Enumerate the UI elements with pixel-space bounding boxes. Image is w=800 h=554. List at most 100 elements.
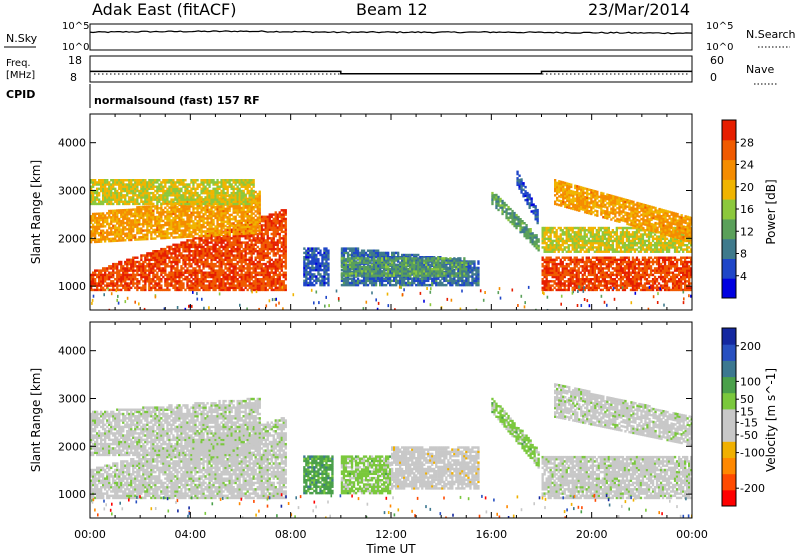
heatmap-cell: [284, 271, 287, 274]
heatmap-cell: [96, 269, 99, 272]
heatmap-cell: [170, 200, 173, 203]
heatmap-cell: [150, 231, 153, 234]
heatmap-cell: [200, 179, 203, 182]
heatmap-cell: [198, 224, 201, 227]
heatmap-cell: [220, 189, 223, 193]
heatmap-cell: [208, 204, 211, 207]
heatmap-cell: [170, 189, 173, 193]
heatmap-cell: [208, 210, 211, 214]
heatmap-cell: [323, 281, 326, 285]
heatmap-cell: [156, 278, 159, 281]
heatmap-cell: [142, 262, 145, 266]
heatmap-cell: [232, 280, 235, 283]
heatmap-cell: [198, 196, 201, 199]
heatmap-cell: [282, 284, 285, 287]
heatmap-cell: [96, 183, 99, 186]
heatmap-cell: [242, 213, 245, 216]
heatmap-cell: [250, 210, 253, 213]
heatmap-cell: [242, 267, 245, 270]
heatmap-cell: [305, 271, 308, 274]
heatmap-cell: [168, 256, 171, 259]
heatmap-cell: [238, 211, 241, 214]
heatmap-cell: [431, 281, 434, 285]
heatmap-cell: [112, 220, 115, 223]
heatmap-cell: [246, 198, 249, 201]
heatmap-cell: [138, 181, 141, 184]
heatmap-cell: [469, 271, 472, 274]
heatmap-cell: [366, 279, 370, 283]
heatmap-cell: [224, 258, 227, 262]
heatmap-cell: [188, 256, 191, 259]
heatmap-cell: [124, 196, 127, 199]
heatmap-cell: [202, 189, 205, 193]
heatmap-cell: [230, 265, 233, 268]
heatmap-cell: [136, 183, 139, 186]
heatmap-cell: [164, 269, 167, 272]
heatmap-cell: [206, 191, 209, 195]
heatmap-cell: [248, 271, 251, 274]
heatmap-cell: [234, 250, 237, 253]
heatmap-cell: [152, 228, 155, 232]
heatmap-cell: [192, 243, 195, 247]
heatmap-cell: [266, 278, 269, 281]
heatmap-cell: [242, 194, 245, 197]
heatmap-cell: [102, 229, 105, 232]
heatmap-cell: [112, 194, 115, 197]
heatmap-cell: [188, 271, 191, 274]
heatmap-cell: [144, 288, 147, 292]
heatmap-cell: [226, 222, 229, 225]
heatmap-cell: [196, 226, 199, 229]
heatmap-cell: [218, 280, 221, 283]
heatmap-cell: [116, 284, 119, 287]
heatmap-cell: [346, 279, 350, 283]
heatmap-cell: [234, 269, 237, 272]
heatmap-cell: [327, 268, 330, 272]
heatmap-cell: [234, 194, 237, 197]
heatmap-cell: [212, 250, 215, 253]
heatmap-cell: [156, 211, 159, 214]
heatmap-cell: [411, 277, 414, 280]
heatmap-cell: [176, 223, 179, 226]
heatmap-cell: [132, 212, 135, 216]
heatmap-cell: [124, 262, 127, 266]
heatmap-cell: [319, 268, 322, 272]
heatmap-cell: [248, 210, 251, 213]
heatmap-cell: [182, 235, 185, 239]
heatmap-cell: [252, 280, 255, 283]
heatmap-cell: [256, 284, 259, 287]
heatmap-cell: [220, 214, 223, 217]
heatmap-cell: [118, 220, 121, 223]
heatmap-cell: [421, 277, 424, 280]
heatmap-cell: [156, 282, 159, 285]
heatmap-cell: [240, 250, 243, 253]
heatmap-cell: [100, 282, 103, 285]
heatmap-region: [303, 247, 330, 287]
heatmap-cell: [258, 271, 261, 274]
heatmap-cell: [158, 278, 161, 281]
heatmap-cell: [218, 245, 221, 249]
heatmap-cell: [158, 260, 161, 264]
heatmap-cell: [178, 288, 181, 292]
heatmap-cell: [120, 187, 123, 191]
heatmap-cell: [222, 205, 225, 208]
heatmap-cell: [248, 284, 251, 287]
heatmap-cell: [146, 256, 149, 259]
heatmap-cell: [158, 288, 161, 292]
heatmap-cell: [280, 273, 283, 277]
heatmap-cell: [244, 273, 247, 277]
heatmap-cell: [254, 269, 257, 272]
heatmap-cell: [198, 230, 201, 233]
heatmap-cell: [160, 187, 163, 191]
heatmap-cell: [222, 280, 225, 283]
heatmap-cell: [196, 191, 199, 195]
heatmap-cell: [198, 211, 201, 214]
heatmap-cell: [186, 229, 189, 232]
heatmap-cell: [94, 191, 97, 195]
heatmap-cell: [120, 262, 123, 266]
heatmap-cell: [280, 224, 283, 227]
heatmap-cell: [226, 226, 229, 230]
heatmap-cell: [210, 286, 213, 290]
heatmap-cell: [178, 227, 181, 230]
heatmap-cell: [204, 265, 207, 268]
heatmap-cell: [166, 232, 169, 235]
